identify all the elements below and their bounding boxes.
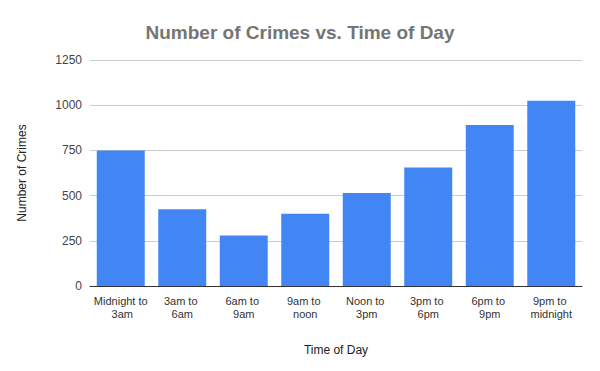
svg-text:9pm: 9pm [479,308,500,320]
svg-text:6pm to: 6pm to [471,295,508,307]
svg-text:Noon to: Noon to [346,295,388,307]
svg-text:9pm to: 9pm to [533,295,570,307]
svg-text:9am: 9am [233,308,254,320]
svg-text:6am: 6am [172,308,193,320]
svg-text:Midnight to: Midnight to [94,295,148,307]
svg-text:6pm: 6pm [418,308,439,320]
svg-text:6am to: 6am to [225,295,262,307]
svg-text:1000: 1000 [55,98,82,112]
svg-text:Time of Day: Time of Day [304,343,368,357]
svg-text:noon: noon [293,308,317,320]
svg-text:3am to: 3am to [164,295,201,307]
svg-text:3pm: 3pm [356,308,377,320]
svg-text:Number of Crimes vs. Time of D: Number of Crimes vs. Time of Day [145,22,454,43]
svg-text:Number of Crimes: Number of Crimes [15,124,29,221]
svg-text:250: 250 [62,234,82,248]
svg-text:9am to: 9am to [287,295,324,307]
svg-text:midnight: midnight [530,308,572,320]
svg-text:3am: 3am [109,308,133,320]
svg-text:750: 750 [62,143,82,157]
svg-text:0: 0 [75,279,82,293]
svg-text:1250: 1250 [55,53,82,67]
svg-text:3pm to: 3pm to [410,295,447,307]
svg-text:500: 500 [62,189,82,203]
